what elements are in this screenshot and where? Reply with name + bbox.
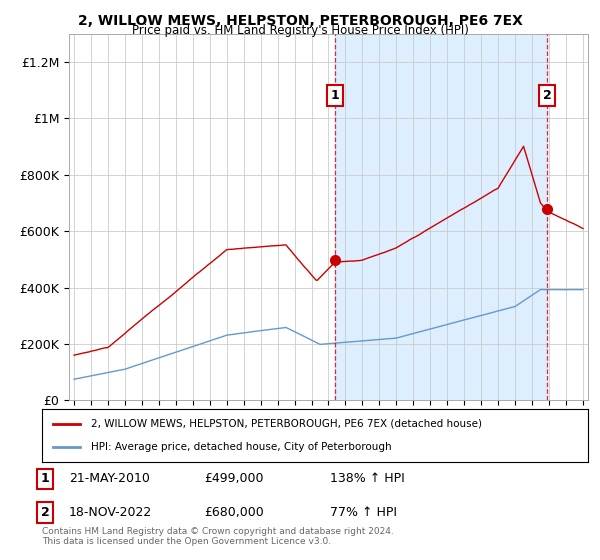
Text: 2, WILLOW MEWS, HELPSTON, PETERBOROUGH, PE6 7EX (detached house): 2, WILLOW MEWS, HELPSTON, PETERBOROUGH, … [91, 419, 482, 429]
Text: Price paid vs. HM Land Registry's House Price Index (HPI): Price paid vs. HM Land Registry's House … [131, 24, 469, 36]
Text: HPI: Average price, detached house, City of Peterborough: HPI: Average price, detached house, City… [91, 442, 392, 452]
Text: Contains HM Land Registry data © Crown copyright and database right 2024.
This d: Contains HM Land Registry data © Crown c… [42, 526, 394, 546]
Text: 21-MAY-2010: 21-MAY-2010 [69, 472, 150, 486]
Text: 1: 1 [41, 472, 49, 486]
Text: 77% ↑ HPI: 77% ↑ HPI [330, 506, 397, 519]
Text: 2: 2 [542, 89, 551, 102]
Text: 1: 1 [331, 89, 340, 102]
Text: 138% ↑ HPI: 138% ↑ HPI [330, 472, 405, 486]
Text: £680,000: £680,000 [204, 506, 264, 519]
Text: 18-NOV-2022: 18-NOV-2022 [69, 506, 152, 519]
Text: £499,000: £499,000 [204, 472, 263, 486]
Bar [335, 34, 547, 400]
Text: 2, WILLOW MEWS, HELPSTON, PETERBOROUGH, PE6 7EX: 2, WILLOW MEWS, HELPSTON, PETERBOROUGH, … [77, 14, 523, 28]
Text: 2: 2 [41, 506, 49, 519]
